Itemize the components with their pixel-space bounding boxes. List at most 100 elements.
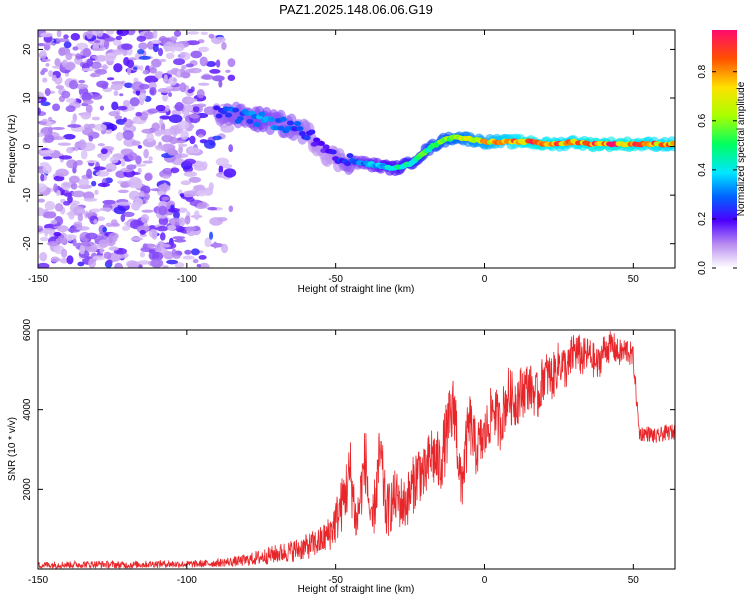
heatmap-cell: [138, 83, 150, 90]
heatmap-cell: [198, 46, 210, 53]
heatmap-cell: [162, 94, 169, 102]
heatmap-cell: [114, 262, 123, 268]
heatmap-cell: [60, 181, 71, 191]
heatmap-cell: [57, 142, 72, 146]
snr-x-tick-label: 50: [628, 575, 640, 586]
heatmap-cell: [138, 42, 148, 50]
heatmap-cell: [72, 206, 86, 216]
heatmap-cell: [106, 259, 113, 265]
heatmap-cell: [267, 116, 275, 122]
heatmap-cell: [104, 52, 117, 62]
heatmap-cell: [184, 158, 196, 165]
heatmap-cell: [88, 258, 97, 268]
colorbar-ticks: 0.0 0.2 0.4 0.6 0.8: [697, 64, 737, 275]
spectrogram-x-tick-label: -100: [177, 274, 197, 285]
colorbar-tick-label: 0.8: [697, 64, 708, 78]
heatmap-cell: [65, 105, 76, 113]
heatmap-cell: [65, 234, 77, 240]
heatmap-cell: [169, 136, 178, 145]
heatmap-cell: [130, 237, 144, 241]
heatmap-cell: [225, 69, 231, 73]
heatmap-cell: [74, 83, 89, 90]
heatmap-cell: [58, 155, 73, 160]
heatmap-cell: [42, 77, 48, 83]
heatmap-cell: [51, 126, 65, 131]
snr-x-ticks: -150 -100 -50 0 50: [28, 330, 639, 586]
snr-y-tick-label: 4000: [22, 398, 33, 421]
heatmap-cell: [121, 43, 133, 50]
heatmap-cell: [186, 98, 198, 103]
heatmap-cell: [178, 120, 190, 130]
heatmap-cell: [303, 135, 311, 141]
spectrogram-y-tick-label: 20: [22, 43, 33, 55]
heatmap-cell: [211, 75, 225, 82]
snr-y-ticks: 2000 4000 6000: [22, 318, 675, 500]
heatmap-cell: [228, 205, 234, 213]
heatmap-cell: [221, 41, 227, 51]
heatmap-cell: [56, 30, 62, 38]
spectrogram-y-tick-label: 0: [22, 143, 33, 149]
heatmap-cell: [346, 153, 354, 159]
heatmap-cell: [198, 255, 207, 260]
colorbar-tick-label: 0.0: [697, 261, 708, 275]
heatmap-cell: [43, 43, 51, 51]
heatmap-cell: [183, 171, 198, 177]
heatmap-cell: [227, 58, 236, 68]
heatmap-cell: [157, 47, 164, 57]
heatmap-cell: [139, 229, 146, 235]
snr-y-tick-label: 2000: [22, 478, 33, 501]
heatmap-cell: [155, 104, 166, 112]
heatmap-cell: [162, 182, 168, 193]
heatmap-cell: [113, 90, 119, 97]
heatmap-cell: [120, 214, 126, 222]
heatmap-cell: [176, 70, 181, 77]
heatmap-cell: [149, 87, 157, 96]
heatmap-cell: [258, 111, 266, 117]
heatmap-cell: [122, 211, 135, 217]
heatmap-cell: [77, 212, 84, 222]
heatmap-cell: [51, 74, 57, 82]
heatmap-cell: [232, 107, 240, 113]
heatmap-cell: [197, 134, 204, 138]
heatmap-cell: [54, 203, 64, 212]
heatmap-cell: [100, 154, 107, 162]
snr-x-tick-label: -50: [328, 575, 343, 586]
spectrogram-x-ticks: -150 -100 -50 0 50: [28, 30, 639, 285]
heatmap-cell: [236, 116, 244, 122]
heatmap-cell: [61, 248, 68, 259]
colorbar-tick-label: 0.2: [697, 212, 708, 226]
heatmap-cell: [83, 99, 94, 105]
heatmap-cell: [93, 166, 106, 171]
heatmap-cell: [190, 50, 203, 59]
heatmap-cell: [97, 143, 106, 147]
snr-series-line: [38, 331, 675, 569]
colorbar-tick-label: 0.4: [697, 162, 708, 176]
heatmap-cell: [92, 243, 97, 253]
chart-title: PAZ1.2025.148.06.06.G19: [279, 2, 433, 17]
heatmap-cell: [138, 190, 145, 198]
heatmap-cell: [94, 39, 101, 44]
heatmap-cell: [126, 59, 135, 69]
heatmap-cell: [40, 173, 45, 182]
heatmap-cell: [56, 38, 70, 43]
heatmap-cell: [121, 225, 130, 231]
heatmap-cell: [97, 182, 110, 188]
heatmap-cell: [120, 158, 126, 167]
heatmap-cell: [181, 65, 187, 70]
spectrogram-x-tick-label: 50: [628, 274, 640, 285]
heatmap-cell: [86, 168, 93, 179]
heatmap-cell: [61, 90, 71, 99]
heatmap-cell: [122, 117, 128, 123]
heatmap-cell: [91, 116, 101, 121]
heatmap-cell: [173, 58, 185, 66]
heatmap-cell: [151, 58, 162, 68]
heatmap-cell: [154, 129, 163, 137]
heatmap-cell: [279, 116, 287, 122]
heatmap-cell: [151, 251, 164, 261]
heatmap-cell: [182, 190, 196, 198]
snr-frame: [37, 329, 676, 570]
heatmap-cell: [170, 167, 180, 174]
heatmap-cell: [150, 258, 164, 268]
heatmap-cell: [52, 103, 61, 112]
